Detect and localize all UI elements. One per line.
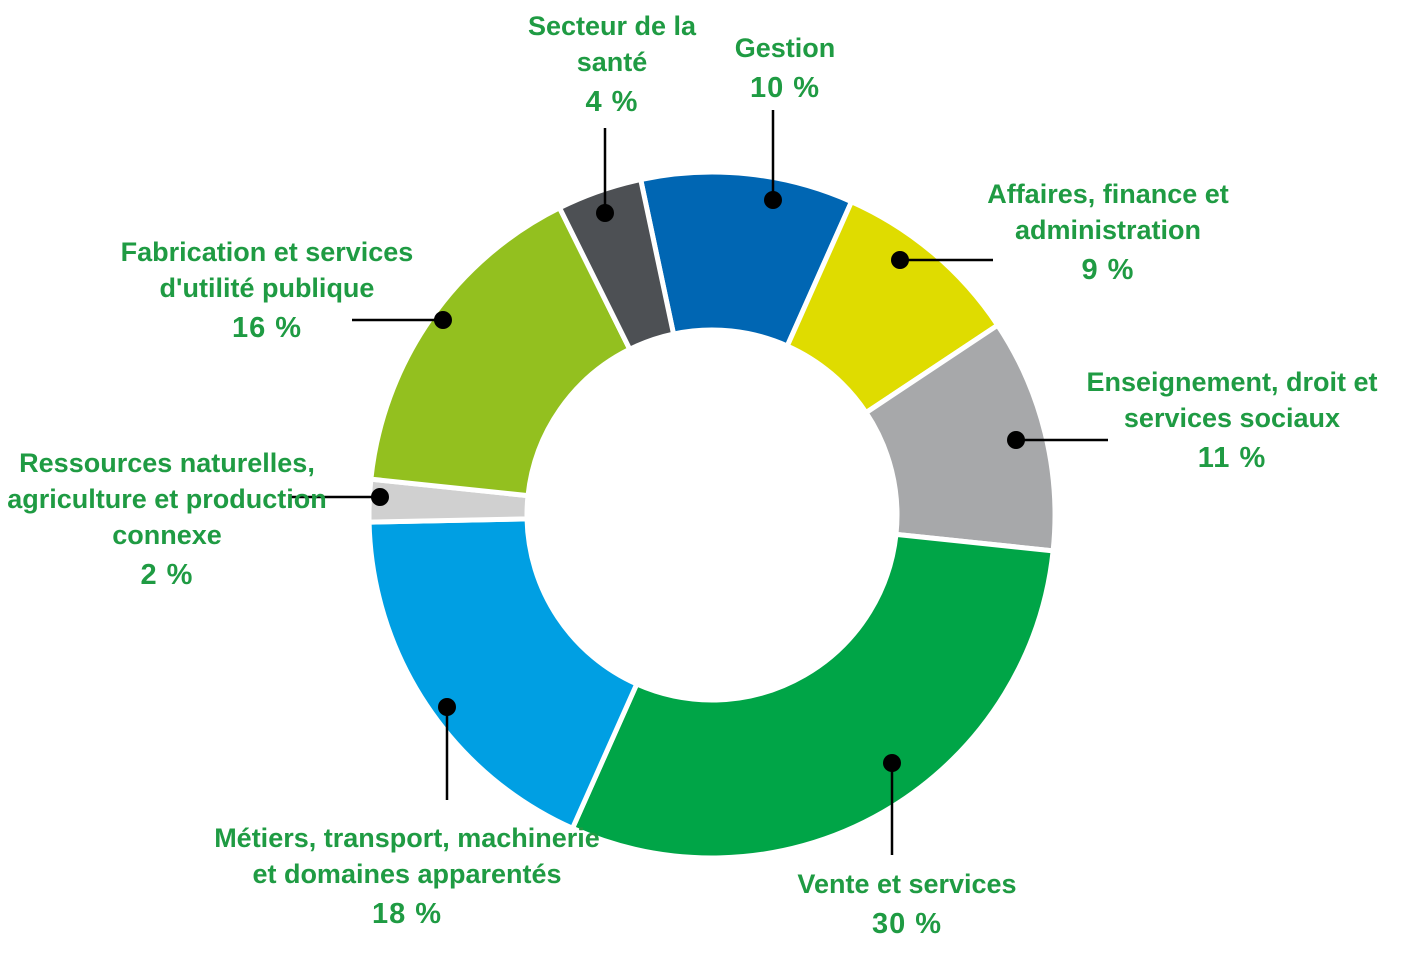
leader-dot [434, 311, 452, 329]
category-label: Secteur de la santé [527, 11, 697, 77]
category-label: Fabrication et services d'utilité publiq… [120, 237, 414, 303]
leader-dot [883, 754, 901, 772]
leader-dot [1007, 431, 1025, 449]
slice-label: Métiers, transport, machinerie et domain… [211, 820, 603, 932]
slice-label: Enseignement, droit et services sociaux 1… [1067, 364, 1397, 476]
value-label: 4 % [585, 86, 639, 118]
value-label: 9 % [1081, 254, 1135, 286]
slice [366, 516, 641, 832]
slice-label: Ressources naturelles, agriculture et pr… [5, 445, 329, 593]
slice [569, 531, 1056, 861]
value-label: 30 % [871, 908, 943, 940]
leader-dot [596, 204, 614, 222]
category-label: Ressources naturelles, agriculture et pr… [7, 448, 327, 550]
slice [368, 204, 634, 499]
leader-dot [764, 191, 782, 209]
slice-label: Secteur de la santé 4 % [517, 8, 707, 120]
leader-dot [371, 488, 389, 506]
value-label: 2 % [140, 559, 194, 591]
slice-label: Fabrication et services d'utilité publiq… [81, 234, 453, 346]
leader-dot [891, 251, 909, 269]
slice-label: Gestion 10 % [735, 30, 836, 106]
category-label: Vente et services [797, 869, 1017, 899]
category-label: Affaires, finance et administration [987, 179, 1229, 245]
value-label: 16 % [231, 312, 303, 344]
slice-label: Affaires, finance et administration 9 % [963, 176, 1253, 288]
category-label: Enseignement, droit et services sociaux [1086, 367, 1378, 433]
slice [556, 176, 677, 353]
category-label: Métiers, transport, machinerie et domain… [214, 823, 600, 889]
category-label: Gestion [734, 33, 836, 63]
value-label: 11 % [1197, 442, 1267, 474]
leader-dot [438, 698, 456, 716]
slice-label: Vente et services 30 % [797, 866, 1016, 942]
value-label: 10 % [749, 72, 821, 104]
value-label: 18 % [371, 898, 443, 930]
